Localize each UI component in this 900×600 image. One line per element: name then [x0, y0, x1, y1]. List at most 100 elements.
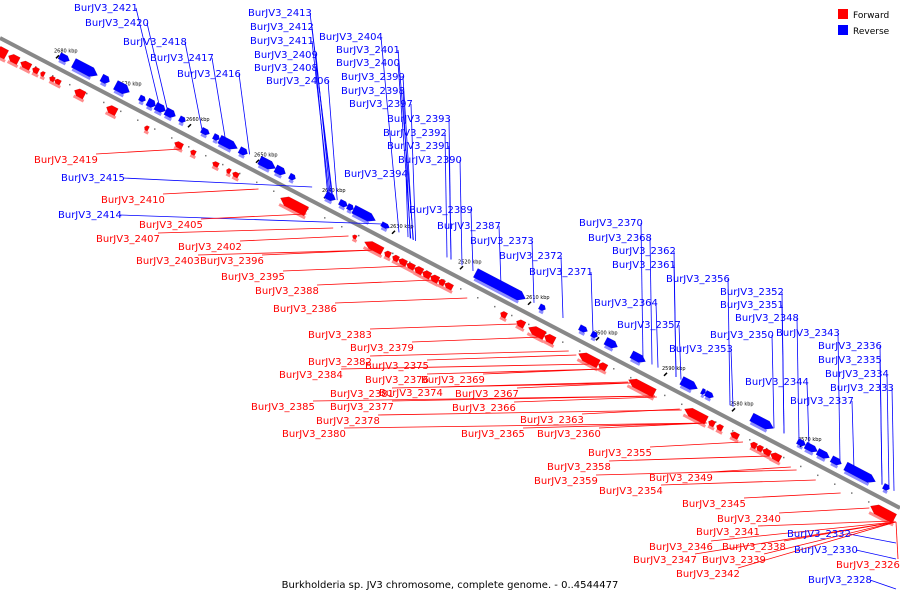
gene-label-burjv3-2395: BurJV3_2395	[221, 272, 285, 283]
forward-gene	[352, 234, 358, 240]
gene-label-burjv3-2396: BurJV3_2396	[200, 256, 264, 267]
forward-gene-shadow	[225, 172, 231, 178]
forward-gene	[422, 270, 433, 280]
leader-line	[135, 7, 161, 108]
forward-gene-shadow	[755, 449, 763, 456]
forward-gene-shadow	[48, 80, 55, 86]
forward-gene-shadow	[351, 238, 358, 243]
forward-gene	[20, 60, 33, 71]
leader-line	[608, 455, 770, 462]
gene-label-burjv3-2363: BurJV3_2363	[520, 415, 584, 426]
gene-label-burjv3-2347: BurJV3_2347	[633, 555, 697, 566]
leader-line	[239, 235, 349, 242]
reverse-gene	[749, 412, 775, 430]
gene-label-burjv3-2367: BurJV3_2367	[455, 389, 519, 400]
gene-label-burjv3-2401: BurJV3_2401	[336, 45, 400, 56]
leader-line	[405, 173, 409, 238]
axis-dot	[579, 350, 581, 352]
axis-dot	[256, 181, 258, 184]
tick-mark	[55, 54, 60, 59]
gene-label-burjv3-2417: BurJV3_2417	[150, 53, 214, 64]
axis-dot	[35, 66, 37, 68]
reverse-gene-shadow	[630, 358, 641, 366]
reverse-gene-shadow	[804, 448, 814, 456]
gene-label-burjv3-2369: BurJV3_2369	[421, 375, 485, 386]
gene-label-burjv3-2338: BurJV3_2338	[722, 542, 786, 553]
gene-label-burjv3-2400: BurJV3_2400	[336, 58, 400, 69]
reverse-gene	[380, 221, 390, 229]
leader-line	[334, 297, 468, 304]
gene-label-burjv3-2415: BurJV3_2415	[61, 173, 125, 184]
gene-label-burjv3-2419: BurJV3_2419	[34, 155, 98, 166]
leader-line	[649, 441, 744, 448]
leader-line	[560, 255, 564, 319]
leader-line	[730, 348, 734, 407]
gene-label-burjv3-2332: BurJV3_2332	[787, 529, 851, 540]
leader-line	[851, 400, 855, 470]
axis-dot	[239, 172, 241, 175]
reverse-gene	[577, 324, 588, 333]
gene-label-burjv3-2361: BurJV3_2361	[612, 260, 676, 271]
leader-line	[710, 466, 791, 473]
gene-label-burjv3-2372: BurJV3_2372	[499, 251, 563, 262]
leader-line	[315, 54, 331, 197]
gene-label-burjv3-2384: BurJV3_2384	[279, 370, 343, 381]
reverse-gene-shadow	[604, 344, 614, 352]
forward-gene-shadow	[429, 280, 439, 287]
leader-line	[200, 213, 307, 220]
gene-label-burjv3-2326: BurJV3_2326	[836, 560, 900, 571]
reverse-gene-shadow	[288, 179, 294, 184]
gene-label-burjv3-2397: BurJV3_2397	[349, 99, 413, 110]
gene-label-burjv3-2412: BurJV3_2412	[250, 22, 314, 33]
leader-line	[343, 422, 707, 429]
axis-dot	[205, 154, 207, 157]
forward-gene-shadow	[72, 94, 85, 103]
chromosome-backbone	[0, 36, 900, 510]
gene-label-burjv3-2375: BurJV3_2375	[365, 361, 429, 372]
legend-swatch-forward	[838, 9, 848, 19]
gene-label-burjv3-2365: BurJV3_2365	[461, 429, 525, 440]
tick-label: 2680 kbp	[54, 48, 78, 54]
reverse-gene	[603, 336, 618, 349]
reverse-gene-shadow	[338, 205, 346, 211]
gene-label-burjv3-2409: BurJV3_2409	[254, 50, 318, 61]
gene-label-burjv3-2356: BurJV3_2356	[666, 274, 730, 285]
gene-label-burjv3-2350: BurJV3_2350	[710, 330, 774, 341]
reverse-gene-shadow	[164, 115, 172, 122]
axis-dot	[511, 314, 513, 317]
gene-label-burjv3-2390: BurJV3_2390	[398, 155, 462, 166]
forward-gene	[384, 250, 393, 259]
leader-line	[402, 90, 411, 239]
axis-dot	[562, 341, 564, 343]
legend: Forward Reverse	[838, 9, 890, 37]
reverse-gene	[345, 202, 354, 211]
leader-line	[211, 57, 227, 142]
gene-label-burjv3-2368: BurJV3_2368	[588, 233, 652, 244]
forward-gene-shadow	[421, 275, 431, 283]
leader-line	[710, 521, 897, 542]
reverse-gene	[211, 132, 220, 141]
leader-line	[380, 36, 400, 233]
gene-label-burjv3-2349: BurJV3_2349	[649, 473, 713, 484]
reverse-gene-shadow	[796, 444, 804, 450]
reverse-gene	[351, 204, 377, 222]
leader-line	[316, 279, 433, 286]
reverse-gene-shadow	[700, 394, 705, 399]
gene-label-burjv3-2374: BurJV3_2374	[379, 388, 443, 399]
forward-gene	[212, 161, 220, 169]
reverse-gene-shadow	[58, 59, 67, 66]
gene-label-burjv3-2403: BurJV3_2403	[136, 256, 200, 267]
forward-gene	[730, 431, 741, 441]
leader-line	[727, 278, 731, 406]
axis-dot	[800, 465, 802, 468]
forward-gene-shadow	[413, 271, 423, 279]
reverse-gene	[70, 58, 98, 77]
forward-gene	[716, 423, 725, 432]
leader-line	[482, 368, 604, 375]
tick-mark	[255, 159, 260, 164]
reverse-gene-shadow	[71, 67, 91, 81]
gene-label-burjv3-2402: BurJV3_2402	[178, 242, 242, 253]
reverse-gene-shadow	[843, 470, 870, 486]
forward-gene-shadow	[0, 56, 6, 63]
leader-line	[796, 317, 800, 442]
